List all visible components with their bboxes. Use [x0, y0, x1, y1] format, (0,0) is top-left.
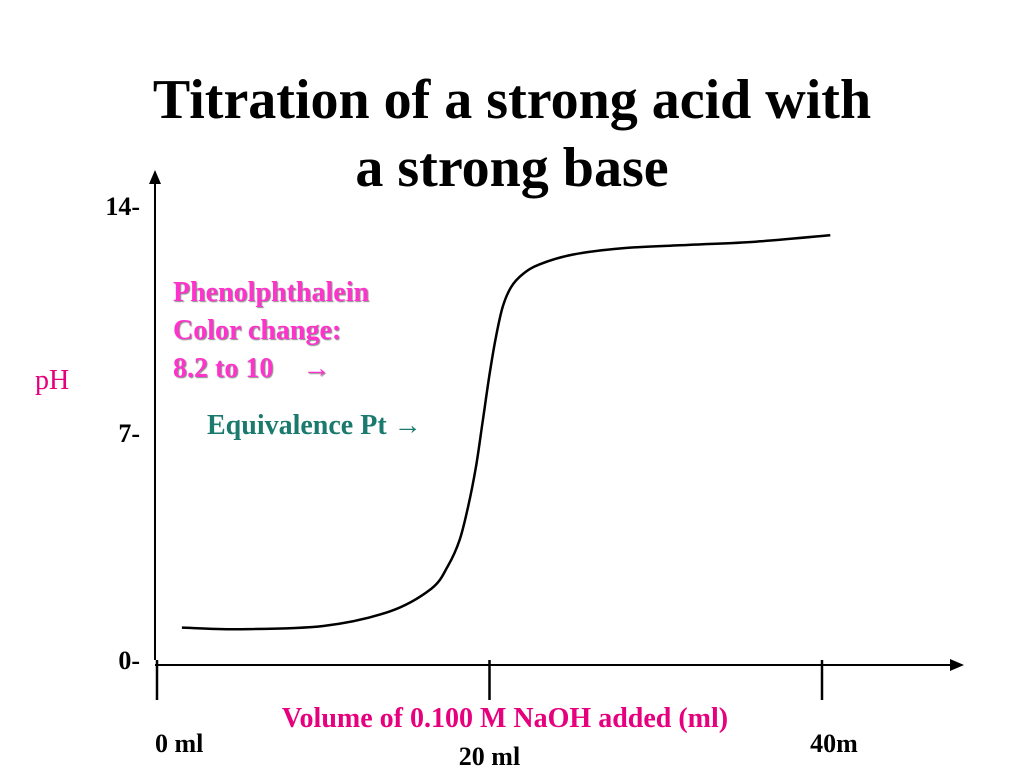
equivalence-label: Equivalence Pt — [207, 410, 387, 441]
equivalence-arrow-icon: → — [393, 410, 422, 441]
chart-title-line-1: Titration of a strong acid with — [152, 69, 872, 131]
x-axis-label: Volume of 0.100 M NaOH added (ml) — [282, 703, 728, 734]
indicator-line-2: Color change: — [173, 315, 342, 346]
x-tick-label: 20 ml — [459, 742, 520, 768]
y-tick-labels: 14- 7- 0- — [105, 192, 140, 675]
chart-title-line-2: a strong base — [355, 137, 669, 199]
titration-curve — [181, 233, 831, 631]
indicator-annotation: Phenolphthalein Color change: 8.2 to 10 … — [173, 274, 369, 388]
x-tick-marks — [155, 660, 824, 700]
chart-title: Titration of a strong acid with a strong… — [0, 66, 1024, 202]
y-axis-label: pH — [35, 365, 69, 396]
indicator-range: 8.2 to 10 — [173, 353, 274, 384]
indicator-arrow-icon: → — [302, 353, 331, 384]
equivalence-annotation: Equivalence Pt → — [207, 410, 422, 442]
y-tick-label: 0- — [118, 646, 140, 675]
x-tick-label: 40m — [810, 729, 858, 758]
indicator-line-3: 8.2 to 10 → — [173, 350, 369, 388]
indicator-line-1: Phenolphthalein — [173, 277, 370, 308]
y-tick-label: 7- — [118, 419, 140, 448]
x-tick-labels: 0 ml 20 ml 40m — [155, 729, 858, 768]
x-tick-label: 0 ml — [155, 729, 203, 758]
y-tick-label: 14- — [105, 192, 140, 221]
